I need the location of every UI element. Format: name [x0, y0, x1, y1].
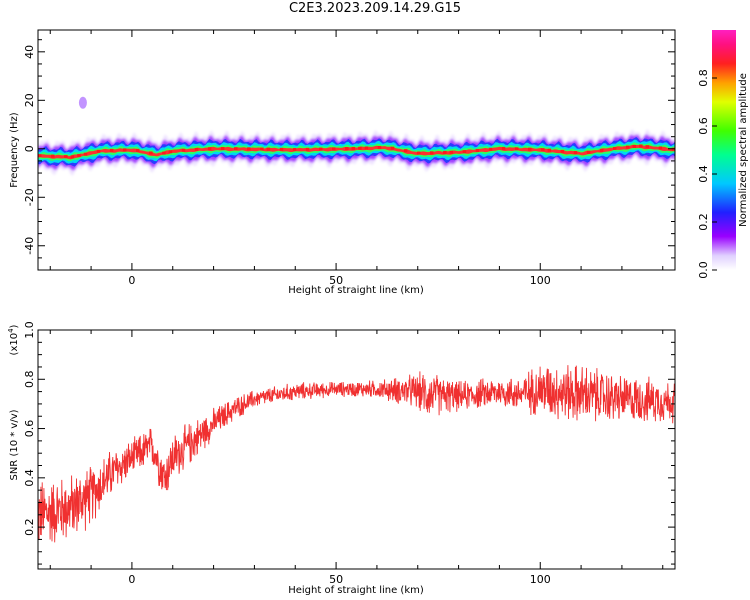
- heatmap-core-cell: [220, 146, 225, 150]
- colorbar-ticks: 0.0 0.2 0.4 0.6 0.8: [697, 69, 717, 279]
- heatmap-x-axis-label: Height of straight line (km): [288, 285, 424, 296]
- heatmap-core-cell: [162, 151, 166, 155]
- y-tick-label: 1.0: [23, 321, 36, 339]
- snr-frame: [37, 329, 676, 570]
- x-tick-label: 100: [530, 274, 551, 287]
- heatmap-core-cell: [51, 154, 55, 158]
- heatmap-core-cell: [645, 145, 650, 149]
- heatmap-core-cell: [586, 150, 591, 154]
- y-tick-label: 0.4: [23, 469, 36, 487]
- colorbar-tick-label: 0.8: [697, 69, 710, 87]
- heatmap-core-cell: [318, 147, 323, 151]
- heatmap-y-axis-label: Frequency (Hz): [9, 112, 20, 188]
- heatmap-core-cell: [292, 148, 297, 152]
- colorbar-tick-label: 0.0: [697, 261, 710, 279]
- heatmap-core-cell: [626, 145, 630, 149]
- snr-panel: 0 50 100 0.2 0.4 0.6 0.8 1.0 Height of straight…: [7, 321, 676, 596]
- x-tick-label: 0: [128, 274, 135, 287]
- colorbar: 0.0 0.2 0.4 0.6 0.8 Normalized spectral ampl…: [697, 30, 749, 279]
- heatmap-panel: 0 50 100 -40 -20 0 20 40 Height of straight lin…: [9, 29, 676, 296]
- y-tick-label: 0: [23, 145, 36, 152]
- heatmap-outlier-blob: [78, 96, 87, 109]
- heatmap-core-cell: [136, 148, 140, 152]
- heatmap-core-cell: [430, 151, 434, 155]
- heatmap-core-cell: [70, 155, 75, 159]
- heatmap-core-cell: [247, 147, 251, 151]
- y-tick-label: 0.6: [23, 420, 36, 438]
- heatmap-core-cell: [541, 148, 545, 152]
- heatmap-core-cell: [443, 150, 447, 154]
- heatmap-core-cell: [632, 144, 637, 148]
- colorbar-label: Normalized spectral amplitude: [738, 73, 749, 227]
- heatmap-core-cell: [109, 148, 114, 152]
- x-tick-label: 50: [329, 573, 343, 586]
- x-tick-label: 100: [530, 573, 551, 586]
- y-tick-label: 40: [23, 45, 36, 59]
- heatmap-core-cell: [514, 147, 519, 151]
- snr-y-axis-label: SNR (10 * v/v): [9, 409, 20, 480]
- heatmap-core-cell: [305, 147, 310, 151]
- colorbar-tick-label: 0.4: [697, 165, 710, 183]
- heatmap-core-cell: [416, 151, 421, 155]
- heatmap-core-cell: [181, 148, 186, 152]
- snr-series-line: [38, 365, 675, 543]
- heatmap-core-cell: [64, 155, 68, 159]
- colorbar-gradient: [712, 30, 736, 270]
- snr-ticks: 0 50 100 0.2 0.4 0.6 0.8 1.0: [23, 321, 675, 586]
- x-tick-label: 0: [128, 573, 135, 586]
- heatmap-band: [38, 96, 675, 176]
- heatmap-core-cell: [560, 149, 565, 153]
- heatmap-core-cell: [501, 146, 506, 150]
- heatmap-core-cell: [266, 147, 271, 151]
- snr-x-axis-label: Height of straight line (km): [288, 585, 424, 596]
- heatmap-core-cell: [390, 146, 395, 150]
- heatmap-core-cell: [260, 147, 264, 151]
- heatmap-band-green: [38, 142, 675, 162]
- heatmap-core-cell: [345, 147, 349, 151]
- heatmap-core-cell: [207, 147, 212, 151]
- heatmap-core-cell: [364, 146, 369, 150]
- heatmap-core-cell: [77, 154, 81, 158]
- colorbar-tick-label: 0.6: [697, 117, 710, 135]
- page-title: C2E3.2023.209.14.29.G15: [288, 1, 462, 16]
- heatmap-core-cell: [122, 148, 127, 152]
- y-tick-label: 20: [23, 93, 36, 107]
- heatmap-core-cell: [573, 151, 578, 155]
- colorbar-tick-label: 0.2: [697, 213, 710, 231]
- x-tick-label: 50: [329, 274, 343, 287]
- heatmap-core-cell: [149, 151, 153, 155]
- heatmap-core-cell: [332, 147, 336, 151]
- heatmap-core-cell: [403, 149, 408, 153]
- heatmap-core-cell: [194, 147, 199, 151]
- heatmap-core-cell: [234, 147, 238, 151]
- heatmap-core-cell: [547, 148, 552, 152]
- y-tick-label: 0.2: [23, 518, 36, 536]
- heatmap-core-cell: [96, 149, 101, 153]
- heatmap-core-cell: [462, 150, 467, 154]
- y-tick-label: -20: [23, 188, 36, 206]
- y-tick-label: -40: [23, 237, 36, 255]
- heatmap-ticks: 0 50 100 -40 -20 0 20 40: [23, 30, 675, 287]
- heatmap-frame: [37, 29, 676, 271]
- heatmap-core-cell: [488, 147, 493, 151]
- heatmap-core-cell: [358, 146, 362, 150]
- heatmap-core-cell: [351, 146, 356, 150]
- snr-y-multiplier: (x104): [7, 324, 20, 355]
- heatmap-core-cell: [599, 148, 604, 152]
- heatmap-core-cell: [639, 144, 643, 148]
- heatmap-core-cell: [83, 152, 88, 156]
- heatmap-core-cell: [658, 146, 663, 150]
- heatmap-core-cell: [449, 150, 454, 154]
- heatmap-core-cell: [612, 146, 617, 150]
- heatmap-core-cell: [475, 148, 480, 152]
- y-tick-label: 0.8: [23, 371, 36, 389]
- heatmap-core-cell: [528, 147, 532, 151]
- heatmap-core-cell: [279, 147, 284, 151]
- heatmap-core-cell: [168, 150, 173, 154]
- heatmap-core-cell: [377, 145, 382, 149]
- heatmap-core-cell: [38, 154, 42, 158]
